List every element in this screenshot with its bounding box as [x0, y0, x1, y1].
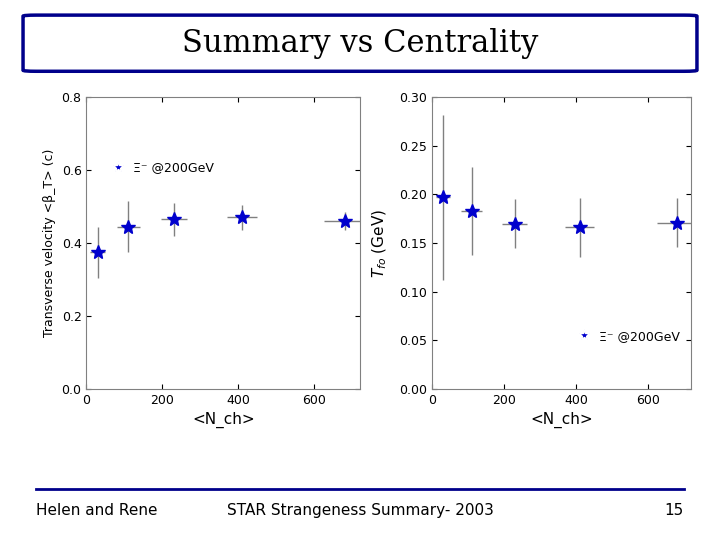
Text: STAR Strangeness Summary- 2003: STAR Strangeness Summary- 2003: [227, 503, 493, 518]
Text: Helen and Rene: Helen and Rene: [36, 503, 158, 518]
X-axis label: <N_ch>: <N_ch>: [192, 412, 254, 428]
Legend: Ξ⁻ @200GeV: Ξ⁻ @200GeV: [567, 325, 685, 348]
FancyBboxPatch shape: [23, 15, 697, 71]
Legend: Ξ⁻ @200GeV: Ξ⁻ @200GeV: [101, 156, 219, 179]
Text: 15: 15: [665, 503, 684, 518]
Text: $T_{fo}$ (GeV): $T_{fo}$ (GeV): [371, 208, 390, 278]
Y-axis label: Transverse velocity <β_T> (c): Transverse velocity <β_T> (c): [43, 149, 56, 337]
X-axis label: <N_ch>: <N_ch>: [531, 412, 593, 428]
Text: Summary vs Centrality: Summary vs Centrality: [182, 28, 538, 59]
